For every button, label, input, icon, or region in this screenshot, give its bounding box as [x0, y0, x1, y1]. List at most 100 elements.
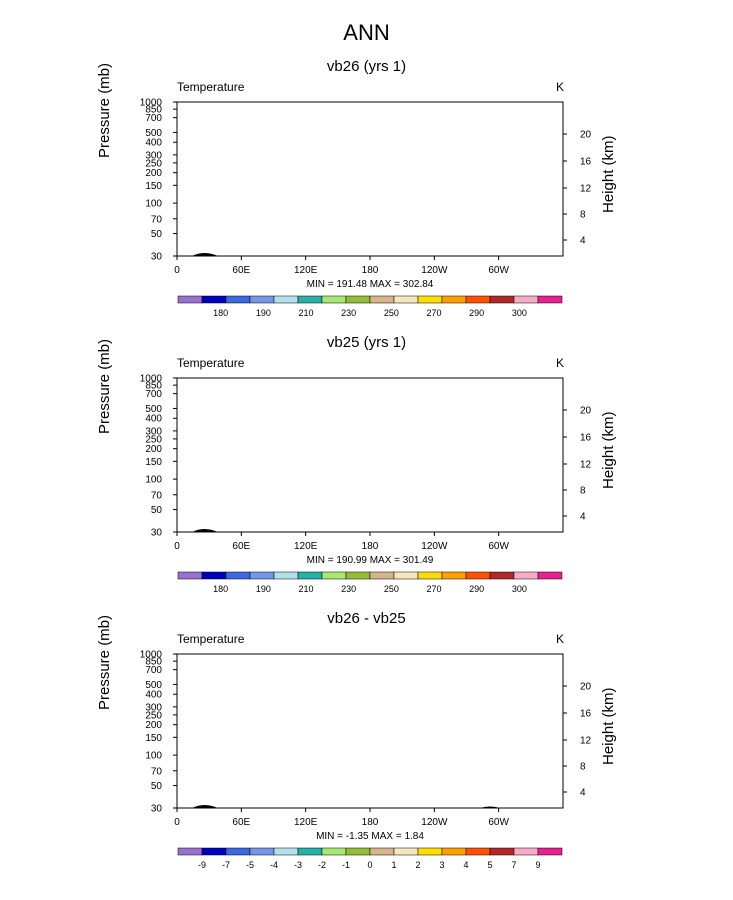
x-tick-label: 60E	[232, 541, 250, 552]
y-tick-label: 250	[145, 158, 162, 169]
x-tick-label: 180	[362, 265, 379, 276]
min-max-text: MIN = -1.35 MAX = 1.84	[316, 831, 424, 842]
y-tick-label: 150	[145, 733, 162, 744]
figure-title: ANN	[343, 20, 390, 45]
y-tick-label: 150	[145, 181, 162, 192]
colorbar-swatch	[321, 295, 347, 304]
colorbar-label: 180	[213, 584, 228, 594]
colorbar-swatch	[201, 295, 227, 304]
colorbar-swatch	[465, 571, 491, 580]
colorbar-swatch	[369, 847, 395, 856]
y-tick-label: 400	[145, 414, 162, 425]
colorbar-swatch	[441, 571, 467, 580]
x-tick-label: 60W	[488, 265, 509, 276]
y-tick-label: 700	[145, 113, 162, 124]
y-tick-label: 300	[145, 426, 162, 437]
x-tick-label: 120W	[421, 817, 448, 828]
colorbar-swatch	[417, 571, 443, 580]
x-tick-label: 60W	[488, 817, 509, 828]
colorbar-label: 250	[384, 308, 399, 318]
x-tick-label: 0	[174, 265, 180, 276]
x-tick-label: 120W	[421, 265, 448, 276]
x-tick-label: 60E	[232, 817, 250, 828]
colorbar-swatch	[345, 295, 371, 304]
y-right-tick-label: 16	[580, 709, 592, 720]
y-right-tick-label: 20	[580, 130, 592, 141]
colorbar-label: 270	[426, 584, 441, 594]
y-right-tick-label: 20	[580, 406, 592, 417]
chart-panel-vb26: vb26 (yrs 1) Temperature K Pressure (mb)…	[0, 58, 733, 348]
y-tick-label: 250	[145, 710, 162, 721]
y-tick-label: 700	[145, 665, 162, 676]
y-tick-label: 30	[151, 252, 163, 263]
plot-frame	[176, 377, 564, 533]
y-tick-label: 100	[145, 199, 162, 210]
x-tick-label: 0	[174, 541, 180, 552]
y-tick-label: 150	[145, 457, 162, 468]
colorbar-label: -9	[198, 860, 206, 870]
colorbar-swatch	[177, 571, 203, 580]
x-tick-label: 180	[362, 817, 379, 828]
colorbar-swatch	[249, 295, 275, 304]
y-tick-label: 50	[151, 229, 163, 240]
colorbar-label: 210	[298, 308, 313, 318]
variable-label: Temperature	[177, 356, 245, 370]
colorbar-label: 2	[415, 860, 420, 870]
y-right-tick-label: 16	[580, 433, 592, 444]
colorbar-label: -2	[318, 860, 326, 870]
colorbar-label: 230	[341, 308, 356, 318]
y-tick-label: 500	[145, 404, 162, 415]
colorbar-swatch	[441, 295, 467, 304]
colorbar-swatch	[297, 847, 323, 856]
y-tick-label: 850	[145, 381, 162, 392]
colorbar-swatch	[369, 295, 395, 304]
y-tick-label: 300	[145, 150, 162, 161]
colorbar-label: -4	[270, 860, 278, 870]
y-tick-label: 30	[151, 528, 163, 539]
colorbar-label: -5	[246, 860, 254, 870]
colorbar-swatch	[393, 295, 419, 304]
colorbar-swatch	[249, 571, 275, 580]
colorbar-label: -7	[222, 860, 230, 870]
colorbar-swatch	[537, 295, 563, 304]
y-tick-label: 700	[145, 389, 162, 400]
colorbar-swatch	[177, 847, 203, 856]
colorbar-label: 180	[213, 308, 228, 318]
colorbar-swatch	[201, 847, 227, 856]
x-tick-label: 120E	[294, 541, 318, 552]
colorbar-label: 190	[256, 308, 271, 318]
colorbar-swatch	[225, 295, 251, 304]
y-tick-label: 70	[151, 490, 163, 501]
panel-title: vb26 - vb25	[327, 610, 406, 627]
topography-mask	[192, 529, 218, 532]
colorbar-swatch	[393, 571, 419, 580]
colorbar-swatch	[321, 847, 347, 856]
panel-title: vb25 (yrs 1)	[326, 334, 407, 351]
min-max-text: MIN = 191.48 MAX = 302.84	[306, 279, 434, 290]
plot-area: 3050701001502002503004005007008501000201…	[140, 98, 592, 319]
colorbar-label: 250	[384, 584, 399, 594]
colorbar-swatch	[465, 847, 491, 856]
chart-panel-vb25: vb25 (yrs 1) Temperature K Pressure (mb)…	[0, 334, 733, 624]
colorbar-swatch	[345, 571, 371, 580]
colorbar-label: -1	[342, 860, 350, 870]
y-tick-label: 1000	[140, 98, 163, 109]
colorbar-swatch	[321, 571, 347, 580]
x-tick-label: 180	[362, 541, 379, 552]
y-right-tick-label: 4	[580, 236, 586, 247]
variable-label: Temperature	[177, 80, 245, 94]
colorbar-swatch	[273, 295, 299, 304]
y-right-tick-label: 20	[580, 682, 592, 693]
colorbar-swatch	[513, 295, 539, 304]
colorbar-label: 0	[367, 860, 372, 870]
y-tick-label: 50	[151, 781, 163, 792]
topography-mask	[192, 253, 218, 256]
plot-frame	[176, 101, 564, 257]
x-tick-label: 120E	[294, 817, 318, 828]
colorbar-swatch	[249, 847, 275, 856]
units-label: K	[556, 356, 565, 370]
y-right-tick-label: 8	[580, 486, 586, 497]
colorbar-swatch	[201, 571, 227, 580]
colorbar-swatch	[465, 295, 491, 304]
y-right-tick-label: 12	[580, 184, 592, 195]
